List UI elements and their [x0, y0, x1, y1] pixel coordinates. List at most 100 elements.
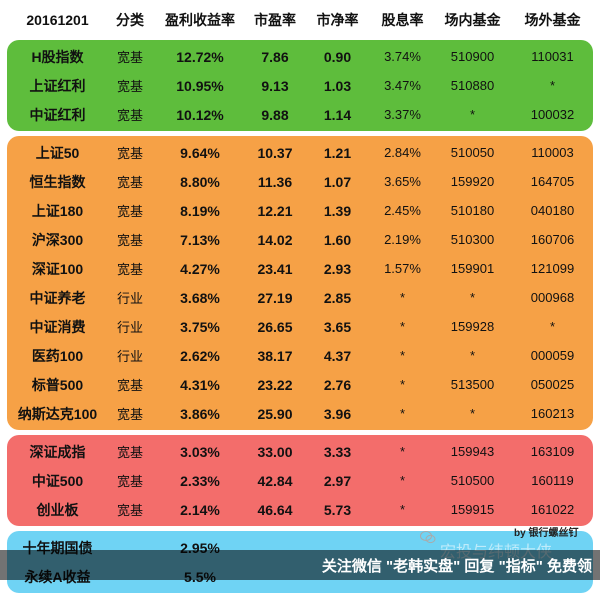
table-cell: 宽基	[116, 378, 143, 393]
table-cell: 000059	[530, 348, 575, 363]
table-cell: *	[399, 473, 406, 488]
table-cell: 7.13%	[180, 231, 220, 248]
wechat-icon	[420, 531, 436, 544]
table-cell: 4.37	[323, 347, 352, 364]
table-row: 中证500 宽基 2.33% 42.84 2.97 * 510500 160119	[0, 466, 600, 495]
table-cell: 11.36	[257, 173, 293, 190]
header-date: 20161201	[26, 12, 89, 28]
table-cell: 医药100	[31, 347, 84, 364]
footer-text: 关注微信 "老韩实盘" 回复 "指标" 免费领	[321, 557, 592, 575]
table-cell: *	[469, 406, 476, 421]
table-row: 中证养老 行业 3.68% 27.19 2.85 * * 000968	[0, 283, 600, 312]
table-cell: 2.62%	[180, 347, 220, 364]
table-row: 中证消费 行业 3.75% 26.65 3.65 * 159928 *	[0, 312, 600, 341]
table-cell: 0.90	[323, 48, 352, 65]
table-cell: *	[399, 406, 406, 421]
table-row: 深证成指 宽基 3.03% 33.00 3.33 * 159943 163109	[0, 437, 600, 466]
table-cell: 26.65	[257, 318, 293, 335]
table-cell: 513500	[450, 377, 495, 392]
table-cell: 160213	[530, 406, 575, 421]
table-cell: 中证养老	[29, 289, 86, 306]
table-cell: 1.14	[323, 106, 352, 123]
table-cell: 110003	[531, 145, 574, 160]
table-cell: 宽基	[116, 204, 143, 219]
table-cell: *	[399, 290, 406, 305]
header-dividend: 股息率	[381, 12, 424, 28]
table-cell: 510050	[450, 145, 495, 160]
table-cell: 110031	[531, 49, 574, 64]
table-row: H股指数 宽基 12.72% 7.86 0.90 3.74% 510900 110031	[0, 42, 600, 71]
table-cell: 中证500	[31, 472, 84, 489]
table-cell: 纳斯达克100	[17, 405, 98, 422]
header-otc-fund: 场外基金	[524, 12, 581, 28]
table-cell: 160119	[531, 473, 574, 488]
table-row: 上证红利 宽基 10.95% 9.13 1.03 3.47% 510880 *	[0, 71, 600, 100]
header-pe: 市盈率	[254, 12, 296, 28]
table-cell: 2.84%	[384, 145, 421, 160]
table-cell: 3.96	[323, 405, 352, 422]
table-cell: 3.03%	[180, 443, 220, 460]
table-cell: 3.75%	[180, 318, 220, 335]
table-cell: 行业	[116, 291, 143, 306]
table-cell: 1.39	[323, 202, 352, 219]
table-cell: 040180	[530, 203, 575, 218]
table-row: 中证红利 宽基 10.12% 9.88 1.14 3.37% * 100032	[0, 100, 600, 129]
table-cell: 宽基	[116, 79, 143, 94]
table-cell: 2.93	[323, 260, 352, 277]
table-cell: 3.37%	[384, 107, 421, 122]
table-cell: 宽基	[116, 407, 143, 422]
table-cell: 159928	[450, 319, 495, 334]
header-exchange-fund: 场内基金	[444, 12, 501, 28]
table-row: 纳斯达克100 宽基 3.86% 25.90 3.96 * * 160213	[0, 399, 600, 428]
table-cell: 5.73	[323, 501, 352, 518]
table-cell: 38.17	[257, 347, 293, 364]
table-cell: *	[399, 502, 406, 517]
table-cell: 宽基	[116, 445, 143, 460]
table-cell: 12.21	[257, 202, 293, 219]
table-cell: 3.86%	[180, 405, 220, 422]
table-cell: 2.33%	[180, 472, 220, 489]
table-cell: *	[469, 348, 476, 363]
table-cell: 宽基	[116, 108, 143, 123]
table-row: 沪深300 宽基 7.13% 14.02 1.60 2.19% 510300 160706	[0, 225, 600, 254]
table-cell: 深证100	[31, 260, 84, 277]
table-cell: 10.37	[257, 144, 293, 161]
table-cell: 上证红利	[29, 77, 86, 94]
table-cell: H股指数	[31, 48, 84, 65]
table-cell: 行业	[116, 349, 143, 364]
table-cell: 9.88	[261, 106, 289, 123]
row-group-red	[7, 435, 593, 526]
table-cell: 000968	[530, 290, 575, 305]
table-cell: 宽基	[116, 233, 143, 248]
table-row: 标普500 宽基 4.31% 23.22 2.76 * 513500 050025	[0, 370, 600, 399]
table-cell: 宽基	[116, 503, 143, 518]
table-cell: 标普500	[31, 376, 84, 393]
table-cell: 创业板	[36, 501, 79, 518]
table-cell: 2.85	[323, 289, 352, 306]
table-cell: 7.86	[261, 48, 289, 65]
table-cell: 2.97	[323, 472, 352, 489]
table-cell: 1.03	[323, 77, 352, 94]
table-cell: 159943	[450, 444, 495, 459]
table-cell: 33.00	[257, 443, 293, 460]
table-cell: 42.84	[257, 472, 293, 489]
table-cell: 3.65	[323, 318, 352, 335]
table-cell: 沪深300	[31, 231, 84, 248]
table-cell: 2.45%	[384, 203, 421, 218]
table-cell: 中证红利	[29, 106, 86, 123]
table-cell: *	[399, 377, 406, 392]
table-cell: 12.72%	[176, 48, 224, 65]
table-cell: 1.07	[323, 173, 352, 190]
table-cell: 159915	[450, 502, 495, 517]
table-row: 医药100 行业 2.62% 38.17 4.37 * * 000059	[0, 341, 600, 370]
table-cell: *	[549, 78, 556, 93]
table-header: 20161201 分类 盈利收益率 市盈率 市净率 股息率 场内基金 场外基金	[0, 0, 600, 40]
table-cell: 宽基	[116, 175, 143, 190]
table-cell: *	[399, 319, 406, 334]
table-cell: 510180	[450, 203, 495, 218]
table-cell: 27.19	[257, 289, 293, 306]
table-cell: 510900	[450, 49, 495, 64]
table-cell: 510300	[450, 232, 495, 247]
table-cell: 3.47%	[384, 78, 421, 93]
table-cell: 23.41	[257, 260, 293, 277]
